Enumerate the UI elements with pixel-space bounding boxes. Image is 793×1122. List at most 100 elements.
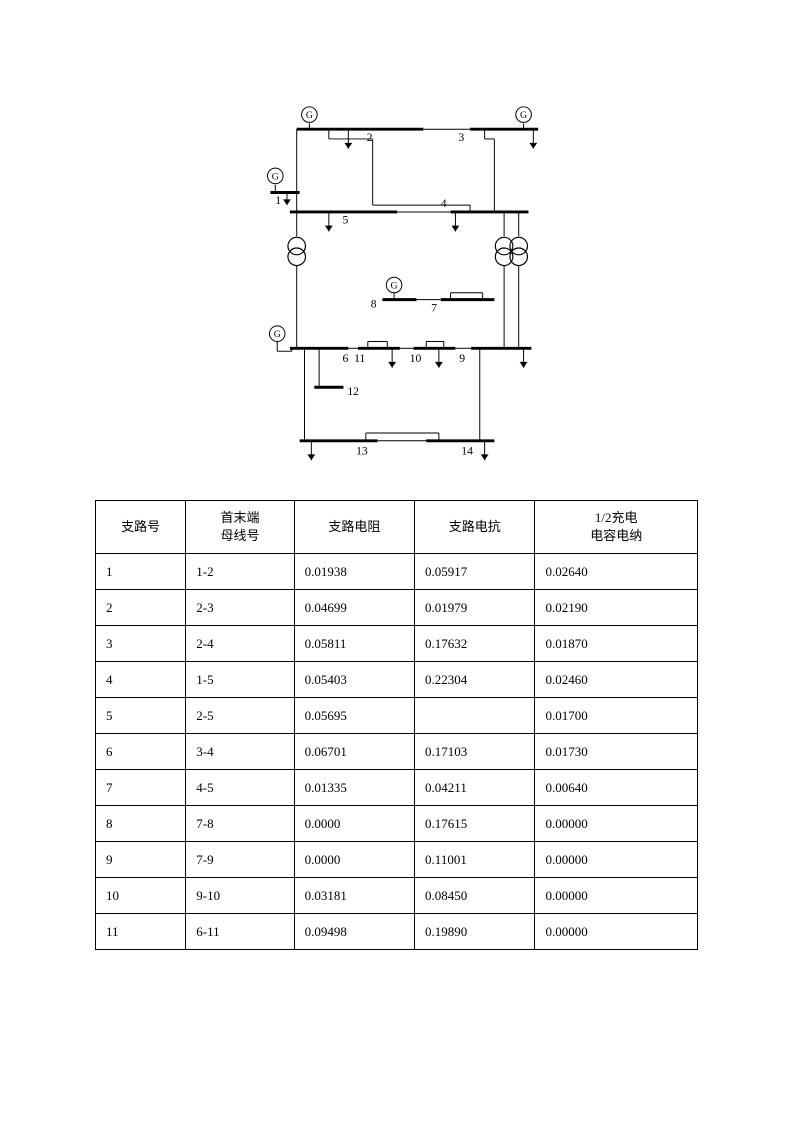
svg-text:G: G [273,329,280,340]
table-cell: 0.19890 [415,914,535,950]
table-cell: 7 [96,770,186,806]
table-cell: 2-4 [186,626,294,662]
svg-text:7: 7 [431,301,437,314]
svg-text:14: 14 [461,444,473,457]
header-susc-line2: 电容电纳 [590,528,642,543]
svg-text:1: 1 [275,194,281,207]
table-cell: 0.01730 [535,734,698,770]
header-susc-line1: 1/2充电 [595,510,638,525]
table-cell: 0.0000 [294,806,414,842]
header-bus-numbers: 首末端 母线号 [186,501,294,554]
table-cell: 0.08450 [415,878,535,914]
table-cell: 0.02460 [535,662,698,698]
svg-text:9: 9 [459,352,465,365]
table-cell: 0.03181 [294,878,414,914]
table-cell: 0.01938 [294,554,414,590]
table-cell: 0.04211 [415,770,535,806]
svg-text:3: 3 [458,131,464,144]
table-cell: 0.22304 [415,662,535,698]
svg-text:12: 12 [347,385,359,398]
table-cell: 5 [96,698,186,734]
table-cell: 7-9 [186,842,294,878]
svg-text:5: 5 [342,214,348,227]
table-cell: 0.05917 [415,554,535,590]
table-row: 41-50.054030.223040.02460 [96,662,698,698]
table-cell: 0.09498 [294,914,414,950]
svg-text:13: 13 [356,444,368,457]
table-cell: 0.06701 [294,734,414,770]
table-cell: 9-10 [186,878,294,914]
header-branch-no: 支路号 [96,501,186,554]
svg-text:11: 11 [354,352,365,365]
table-cell: 0.00640 [535,770,698,806]
branch-data-table: 支路号 首末端 母线号 支路电阻 支路电抗 1/2充电 电容电纳 11-20.0… [95,500,698,950]
table-cell: 0.04699 [294,590,414,626]
svg-text:G: G [305,110,312,121]
table-cell: 3-4 [186,734,294,770]
table-cell: 0.11001 [415,842,535,878]
table-cell: 0.01335 [294,770,414,806]
diagram-svg: 1234567891011121314GGGGG [227,100,567,470]
svg-text:G: G [520,110,527,121]
table-cell: 0.00000 [535,842,698,878]
svg-text:8: 8 [370,297,376,310]
table-cell: 2-3 [186,590,294,626]
table-cell [415,698,535,734]
table-row: 74-50.013350.042110.00640 [96,770,698,806]
table-cell: 0.17632 [415,626,535,662]
page-container: 1234567891011121314GGGGG 支路号 首末端 母线号 支路电… [0,0,793,1010]
table-cell: 0.01870 [535,626,698,662]
table-cell: 0.0000 [294,842,414,878]
table-cell: 0.17615 [415,806,535,842]
table-cell: 0.02190 [535,590,698,626]
table-cell: 4 [96,662,186,698]
table-cell: 7-8 [186,806,294,842]
svg-text:6: 6 [342,352,348,365]
header-resistance: 支路电阻 [294,501,414,554]
table-cell: 0.00000 [535,878,698,914]
header-susceptance: 1/2充电 电容电纳 [535,501,698,554]
table-cell: 9 [96,842,186,878]
table-cell: 6 [96,734,186,770]
table-header: 支路号 首末端 母线号 支路电阻 支路电抗 1/2充电 电容电纳 [96,501,698,554]
table-row: 116-110.094980.198900.00000 [96,914,698,950]
table-row: 97-90.00000.110010.00000 [96,842,698,878]
table-row: 32-40.058110.176320.01870 [96,626,698,662]
table-cell: 6-11 [186,914,294,950]
table-body: 11-20.019380.059170.0264022-30.046990.01… [96,554,698,950]
table-cell: 1-2 [186,554,294,590]
table-row: 52-50.05695 0.01700 [96,698,698,734]
table-cell: 11 [96,914,186,950]
table-cell: 1 [96,554,186,590]
table-cell: 0.05695 [294,698,414,734]
table-cell: 0.05811 [294,626,414,662]
table-row: 63-40.067010.171030.01730 [96,734,698,770]
table-cell: 3 [96,626,186,662]
table-cell: 8 [96,806,186,842]
svg-text:10: 10 [409,352,421,365]
table-row: 109-100.031810.084500.00000 [96,878,698,914]
table-row: 11-20.019380.059170.02640 [96,554,698,590]
table-cell: 4-5 [186,770,294,806]
header-row: 支路号 首末端 母线号 支路电阻 支路电抗 1/2充电 电容电纳 [96,501,698,554]
svg-text:G: G [271,171,278,182]
table-cell: 2-5 [186,698,294,734]
table-cell: 0.01979 [415,590,535,626]
table-cell: 0.17103 [415,734,535,770]
table-row: 87-80.00000.176150.00000 [96,806,698,842]
header-reactance: 支路电抗 [415,501,535,554]
table-row: 22-30.046990.019790.02190 [96,590,698,626]
table-cell: 0.01700 [535,698,698,734]
svg-text:4: 4 [440,197,446,210]
table-cell: 0.05403 [294,662,414,698]
table-cell: 2 [96,590,186,626]
table-cell: 1-5 [186,662,294,698]
network-diagram: 1234567891011121314GGGGG [227,100,567,470]
table-cell: 0.00000 [535,806,698,842]
svg-text:G: G [390,280,397,291]
table-cell: 10 [96,878,186,914]
table-cell: 0.02640 [535,554,698,590]
header-bus-line2: 母线号 [220,528,259,543]
header-bus-line1: 首末端 [220,510,259,525]
svg-text:2: 2 [366,131,372,144]
